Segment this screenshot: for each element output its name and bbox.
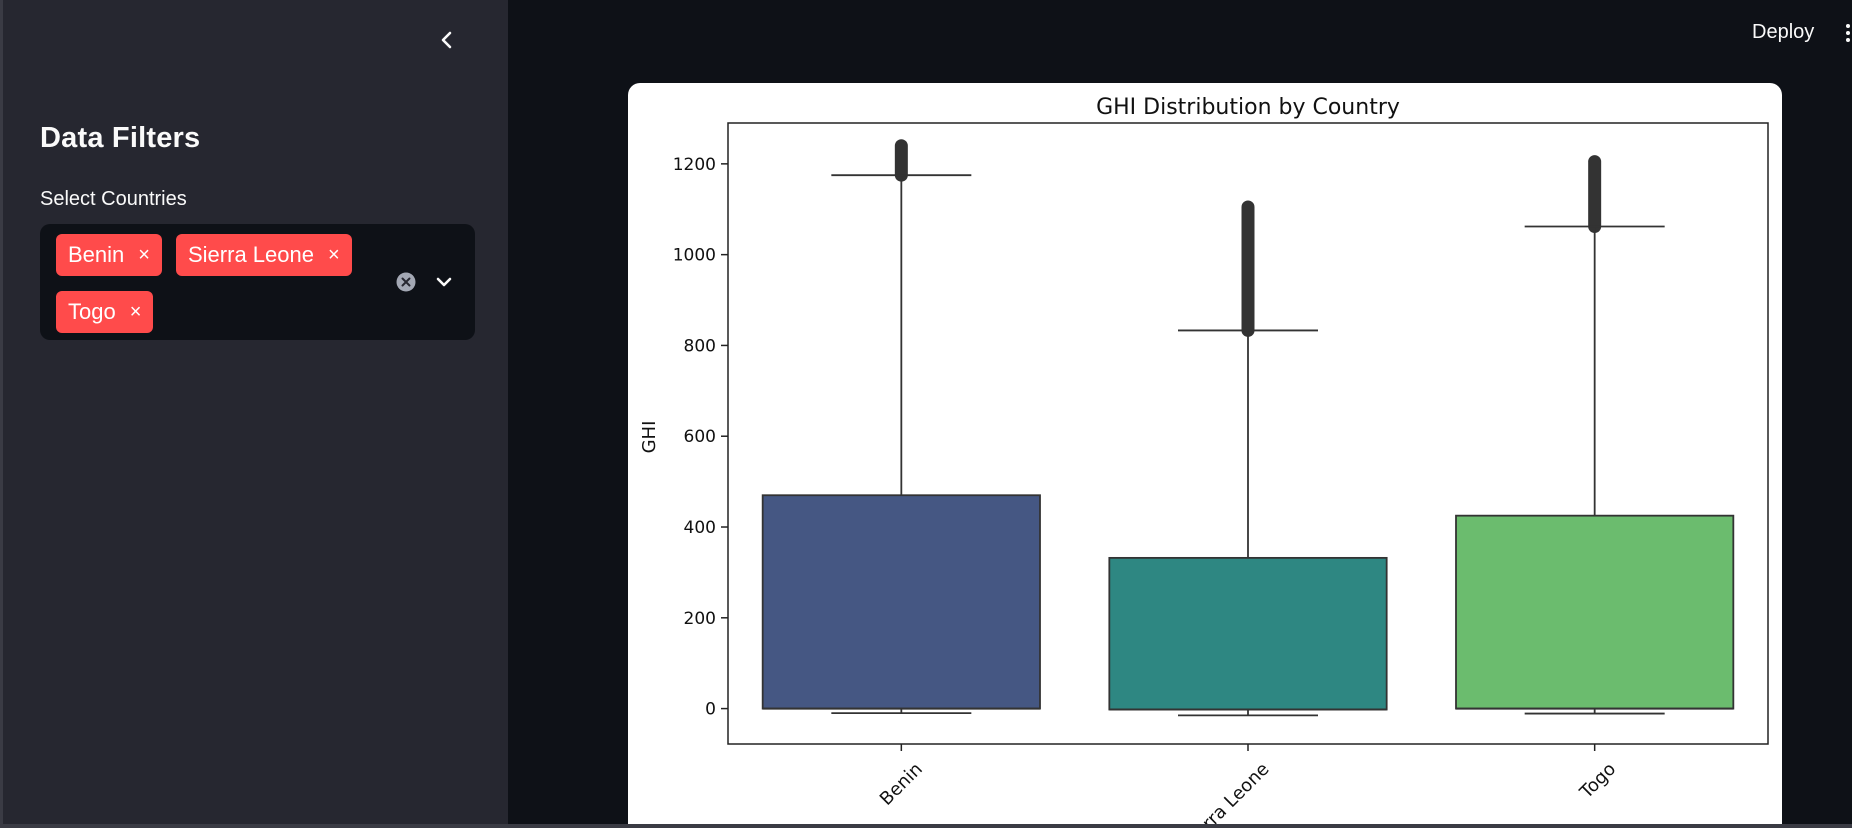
chevron-left-icon — [441, 31, 452, 49]
sidebar-title: Data Filters — [40, 122, 201, 154]
box-benin — [761, 139, 1041, 715]
chip-label: Benin — [68, 242, 125, 267]
box-togo — [1455, 155, 1735, 715]
country-multiselect[interactable]: Benin × Sierra Leone × Togo × — [40, 224, 475, 340]
clear-all-icon[interactable] — [396, 272, 416, 292]
y-tick-label: 0 — [705, 700, 716, 720]
x-tick-label: Sierra Leone — [1179, 759, 1274, 828]
remove-chip-icon[interactable]: × — [138, 244, 150, 266]
iqr-box — [1108, 556, 1388, 711]
y-tick-label: 800 — [684, 336, 716, 356]
deploy-button[interactable]: Deploy — [1752, 20, 1815, 43]
chip-label: Sierra Leone — [188, 242, 314, 267]
y-tick-label: 200 — [684, 609, 716, 629]
chip-benin[interactable]: Benin × — [56, 234, 162, 276]
remove-chip-icon[interactable]: × — [327, 244, 340, 266]
bottom-border — [0, 824, 1852, 828]
sidebar: Data Filters Select Countries Benin × Si… — [0, 0, 508, 824]
main-menu-icon[interactable] — [1846, 24, 1852, 42]
boxes — [761, 139, 1735, 717]
x-tick-label: Benin — [876, 759, 927, 810]
collapse-sidebar-button[interactable] — [429, 22, 465, 58]
chart-title: GHI Distribution by Country — [1096, 95, 1400, 120]
x-tick-label: Togo — [1575, 759, 1620, 804]
y-axis-label: GHI — [639, 421, 660, 454]
y-tick-label: 600 — [684, 427, 716, 447]
iqr-box — [1455, 514, 1735, 710]
x-axis: Benin Sierra Leone Togo — [876, 744, 1620, 828]
y-axis: 0 200 400 600 800 1000 1200 — [673, 155, 728, 720]
chip-label: Togo — [68, 299, 116, 324]
remove-chip-icon[interactable]: × — [129, 301, 142, 323]
chart-card: GHI Distribution by Country GHI 0 200 400 6… — [628, 83, 1782, 828]
box-sierra-leone — [1108, 200, 1388, 717]
chevron-down-icon[interactable] — [434, 272, 454, 292]
iqr-box — [761, 494, 1041, 710]
country-filter-label: Select Countries — [40, 188, 187, 210]
y-tick-label: 1000 — [673, 246, 716, 266]
chip-sierra-leone[interactable]: Sierra Leone × — [176, 234, 352, 276]
chip-togo[interactable]: Togo × — [56, 291, 154, 333]
y-tick-label: 1200 — [673, 155, 716, 175]
ghi-boxplot: GHI Distribution by Country GHI 0 200 400 6… — [639, 95, 1769, 828]
y-tick-label: 400 — [684, 518, 716, 538]
